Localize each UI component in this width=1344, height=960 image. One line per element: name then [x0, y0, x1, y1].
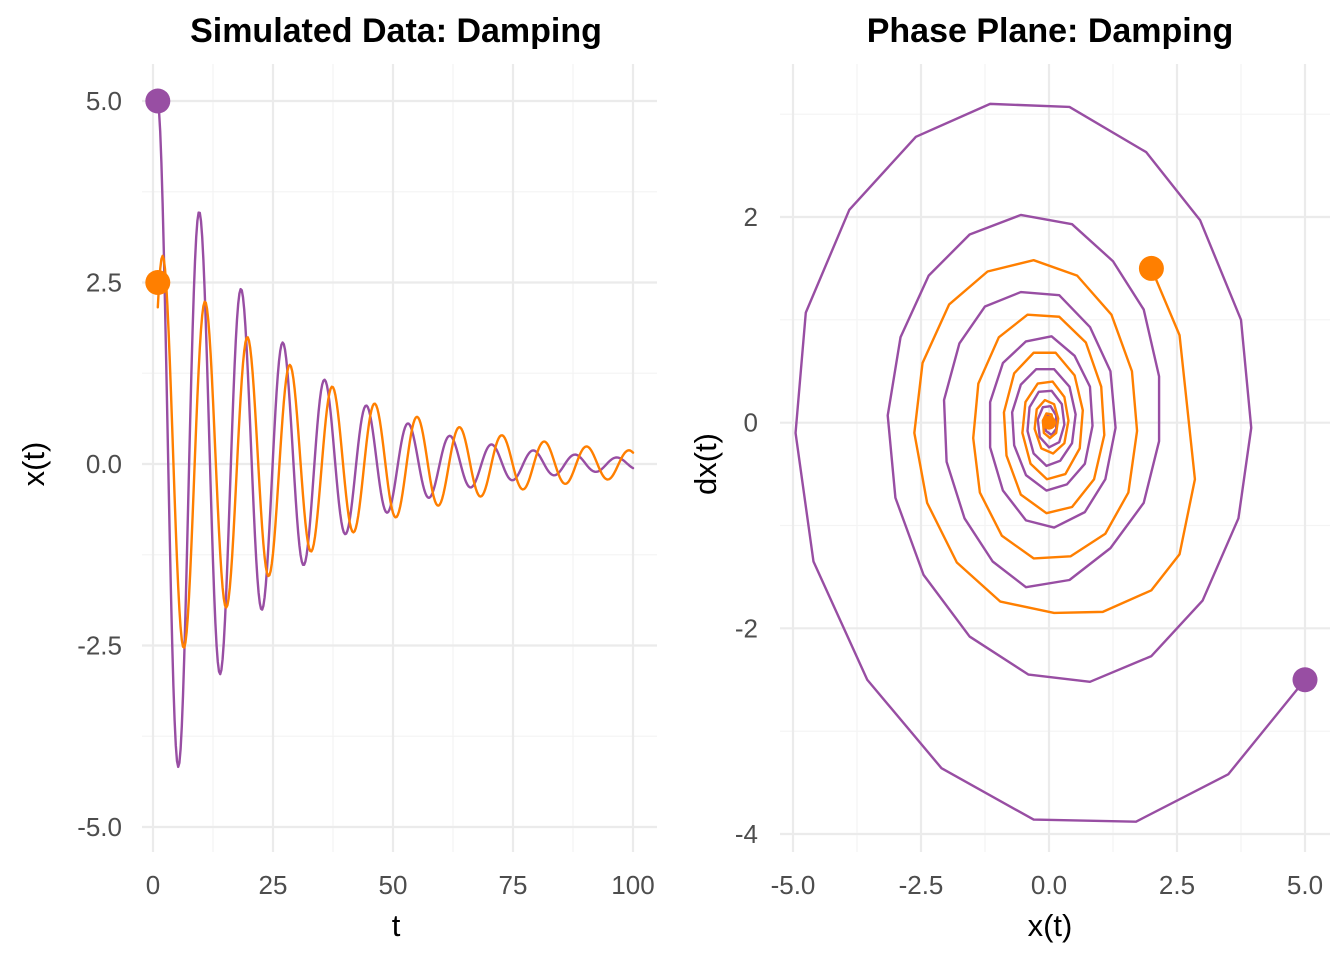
markers-time-series	[145, 88, 171, 295]
panel-phase-plane: -5.0 -2.5 0.0 2.5 5.0 -4 -2 0 2 Phase Plane: Dam…	[688, 12, 1330, 943]
right-y-tick-label: 2	[744, 202, 758, 232]
series-line-orange	[156, 254, 635, 649]
right-x-tick-label: -5.0	[771, 870, 816, 900]
series-line-purple	[156, 99, 635, 769]
x-axis-title-right: x(t)	[1028, 908, 1073, 943]
left-y-tick-label: 5.0	[86, 86, 122, 116]
start-point-purple	[145, 88, 171, 114]
start-point-orange	[145, 270, 171, 295]
left-y-tick-label: 0.0	[86, 449, 122, 479]
series-time-series	[156, 99, 635, 769]
y-axis-title-right: dx(t)	[688, 433, 723, 495]
right-x-tick-label: -2.5	[899, 870, 944, 900]
right-x-tick-label: 5.0	[1287, 870, 1323, 900]
left-x-tick-label: 100	[611, 870, 654, 900]
panel-time-series: 0 25 50 75 100 -5.0 -2.5 0.0 2.5 5.0 Simulated Da…	[16, 12, 657, 943]
chart-title-left: Simulated Data: Damping	[190, 12, 602, 50]
right-y-tick-label: -2	[735, 613, 758, 643]
left-x-tick-label: 75	[499, 870, 528, 900]
x-axis-title-left: t	[392, 908, 401, 943]
y-axis-title-left: x(t)	[16, 442, 51, 487]
left-y-tick-label: -2.5	[77, 631, 122, 661]
right-y-tick-label: -4	[735, 819, 758, 849]
ticks-phase-plane: -5.0 -2.5 0.0 2.5 5.0 -4 -2 0 2	[735, 202, 1323, 900]
phase-origin-point	[1042, 415, 1056, 430]
phase-line-orange	[913, 258, 1197, 615]
ticks-time-series: 0 25 50 75 100 -5.0 -2.5 0.0 2.5 5.0	[77, 86, 655, 900]
chart-title-right: Phase Plane: Damping	[867, 12, 1234, 50]
left-x-tick-label: 0	[146, 870, 160, 900]
right-x-tick-label: 0.0	[1031, 870, 1067, 900]
markers-phase-plane	[1042, 255, 1318, 693]
phase-start-point-purple	[1292, 667, 1318, 693]
left-y-tick-label: -5.0	[77, 812, 122, 842]
series-phase-plane	[794, 102, 1307, 823]
left-y-tick-label: 2.5	[86, 268, 122, 298]
phase-line-purple	[794, 102, 1307, 823]
right-x-tick-label: 2.5	[1159, 870, 1195, 900]
left-x-tick-label: 50	[379, 870, 408, 900]
right-y-tick-label: 0	[744, 408, 758, 438]
left-x-tick-label: 25	[259, 870, 288, 900]
grid-time-series	[142, 64, 657, 852]
phase-start-point-orange	[1138, 255, 1164, 281]
